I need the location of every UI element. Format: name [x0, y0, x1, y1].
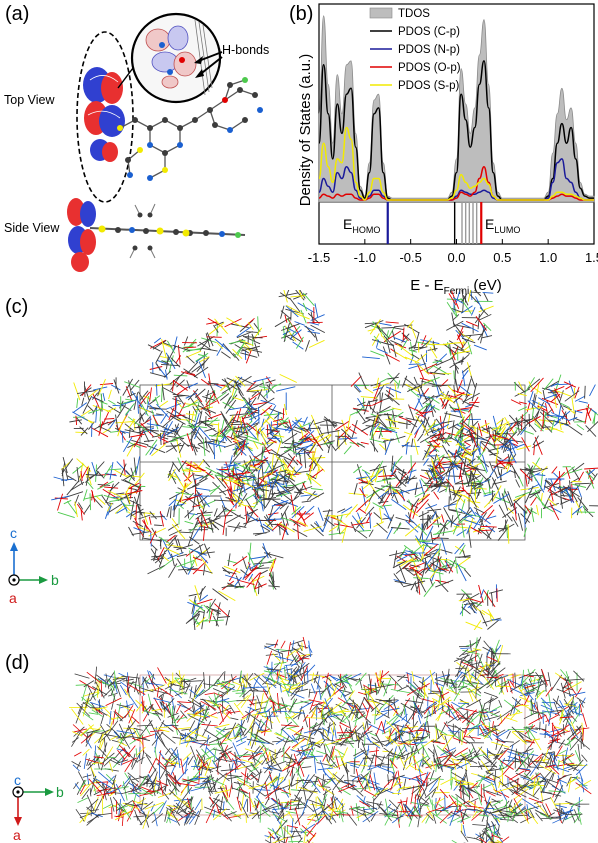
side-view-orbital	[67, 198, 96, 272]
panel-label-a: (a)	[5, 3, 30, 25]
axis-a-label: a	[9, 590, 17, 606]
unit-cell-box-c	[139, 384, 526, 541]
top-view-orbital	[83, 67, 125, 162]
axis-triad-c: c b a	[8, 525, 59, 606]
chart-ylabel: Density of States (a.u.)	[297, 54, 314, 207]
panel-label-b: (b)	[289, 3, 314, 25]
legend-label-tdos: TDOS	[398, 8, 430, 20]
plot-frame	[318, 3, 595, 245]
panel-label-d: (d)	[5, 652, 30, 674]
axis-a-label-d: a	[13, 827, 21, 843]
axis-triad-d: c b a	[12, 772, 64, 843]
dos-curves	[318, 15, 595, 203]
legend-label-o: PDOS (O-p)	[398, 62, 461, 74]
legend-label-s: PDOS (S-p)	[398, 80, 460, 92]
x-tick-label: 0.5	[493, 250, 511, 265]
molecular-lattice-c	[51, 290, 598, 630]
side-view-molecule	[89, 203, 246, 259]
energy-levels	[386, 202, 483, 244]
top-view-atoms	[117, 77, 263, 181]
axis-b-label: b	[51, 572, 59, 588]
x-tick-label: 0.0	[447, 250, 465, 265]
lumo-label: ELUMO	[485, 216, 520, 235]
molecule-illustration	[67, 12, 263, 272]
side-view-label: Side View	[4, 221, 60, 235]
x-tick-label: -0.5	[399, 250, 421, 265]
chart-legend: TDOS PDOS (C-p) PDOS (N-p) PDOS (O-p) PD…	[369, 7, 461, 92]
x-tick-label: -1.5	[308, 250, 330, 265]
legend-label-c: PDOS (C-p)	[398, 26, 460, 38]
top-view-label: Top View	[4, 93, 55, 107]
crystal-packing-ab: c b a	[12, 636, 592, 843]
hbond-label: H-bonds	[222, 43, 270, 57]
axis-c-label-d: c	[14, 772, 21, 788]
x-ticks: -1.5 -1.0 -0.5 0.0 0.5 1.0 1.5	[308, 239, 598, 265]
x-tick-label: 1.0	[539, 250, 557, 265]
panel-label-c: (c)	[5, 296, 29, 318]
series-pdos-s-p	[318, 126, 594, 201]
zoom-connector-line	[117, 67, 134, 89]
legend-label-n: PDOS (N-p)	[398, 44, 460, 56]
legend-swatch-tdos	[369, 7, 393, 19]
series-pdos-c-p	[318, 60, 594, 201]
crystal-packing-bc: c b a	[8, 290, 598, 630]
series-tdos	[318, 15, 595, 203]
x-tick-label: -1.0	[354, 250, 376, 265]
x-tick-label: 1.5	[585, 250, 598, 265]
chart-xlabel: E - EFermi (eV)	[410, 277, 501, 297]
molecular-lattice-d	[68, 636, 592, 843]
dos-chart: Density of States (a.u.) -1.5 -1.0 -0.5 0.0…	[297, 3, 598, 297]
homo-label: EHOMO	[343, 216, 380, 235]
magnified-orbital	[145, 19, 213, 96]
axis-c-label: c	[10, 525, 17, 541]
axis-b-label-d: b	[56, 784, 64, 800]
orbital-highlight-ellipse	[76, 31, 134, 203]
